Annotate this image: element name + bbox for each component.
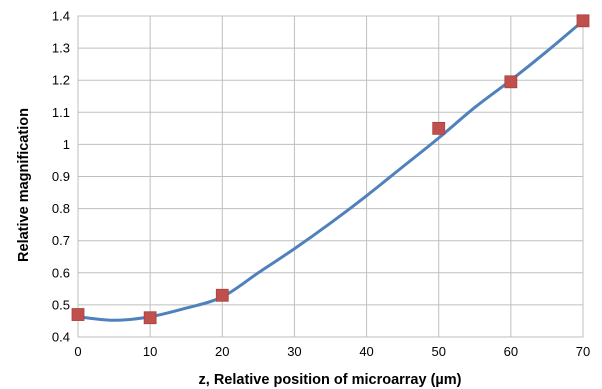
y-tick-label: 1 (63, 137, 70, 152)
y-tick-label: 1.1 (52, 105, 70, 120)
y-tick-labels: 0.4 0.5 0.6 0.7 0.8 0.9 1 1.1 1.2 1.3 1.4 (52, 9, 70, 345)
y-axis-title: Relative magnification (16, 108, 32, 262)
x-tick-label: 30 (287, 344, 301, 359)
data-point-marker (576, 14, 590, 28)
y-tick-label: 0.7 (52, 233, 70, 248)
y-tick-label: 0.8 (52, 201, 70, 216)
y-tick-label: 1.3 (52, 41, 70, 56)
fit-curve (76, 19, 585, 322)
data-point-marker (143, 311, 157, 325)
data-point-marker (432, 121, 446, 135)
y-tick-label: 1.2 (52, 73, 70, 88)
x-tick-label: 50 (431, 344, 445, 359)
x-tick-label: 20 (215, 344, 229, 359)
y-tick-label: 0.9 (52, 169, 70, 184)
x-tick-labels: 0 10 20 30 40 50 60 70 (74, 344, 590, 359)
fit-curve-line (76, 19, 585, 322)
x-tick-label: 0 (74, 344, 81, 359)
data-markers (71, 14, 590, 325)
y-tick-label: 0.6 (52, 265, 70, 280)
y-tick-label: 1.4 (52, 9, 70, 24)
y-tick-label: 0.5 (52, 297, 70, 312)
x-tick-label: 60 (504, 344, 518, 359)
y-tick-label: 0.4 (52, 330, 70, 345)
x-axis-title: z, Relative position of microarray (µm) (199, 372, 462, 388)
grid (77, 15, 584, 338)
x-tick-label: 40 (359, 344, 373, 359)
plot-border (77, 15, 584, 338)
x-tick-label: 10 (143, 344, 157, 359)
data-point-marker (215, 288, 229, 302)
x-tick-label: 70 (576, 344, 590, 359)
data-point-marker (504, 75, 518, 89)
data-point-marker (71, 308, 85, 321)
